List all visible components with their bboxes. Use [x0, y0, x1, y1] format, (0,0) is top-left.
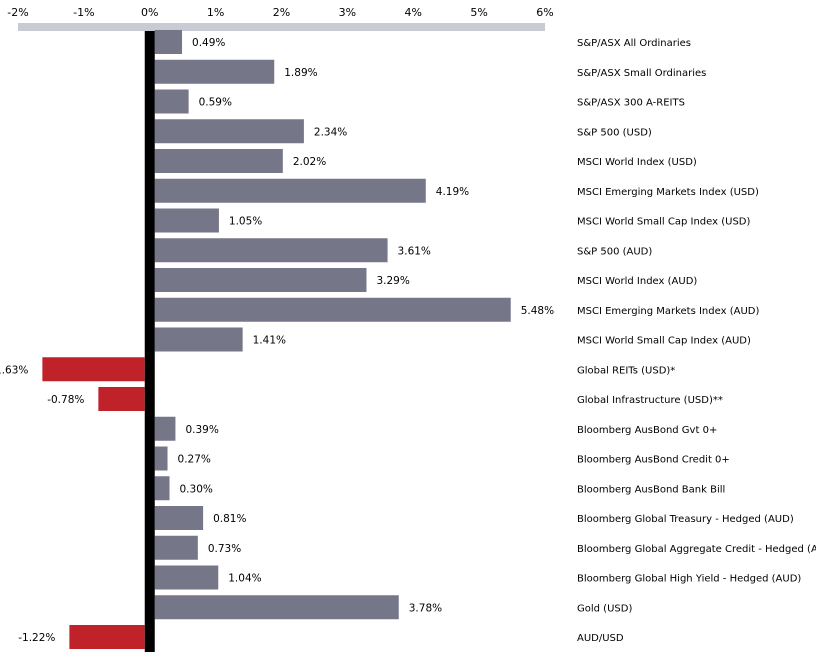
- bar: [154, 297, 511, 322]
- category-label: MSCI World Index (USD): [577, 157, 697, 168]
- x-axis-band: [18, 23, 545, 31]
- bar: [98, 387, 145, 411]
- category-label: S&P 500 (AUD): [577, 246, 652, 257]
- category-label: Bloomberg AusBond Credit 0+: [577, 455, 730, 466]
- data-label: 1.41%: [253, 335, 286, 347]
- category-label: Global REITs (USD)*: [577, 365, 675, 376]
- data-label: 2.34%: [314, 126, 347, 138]
- category-label: Global Infrastructure (USD)**: [577, 395, 723, 406]
- zero-axis-line: [144, 31, 155, 652]
- bar: [154, 238, 388, 263]
- bar: [69, 625, 145, 649]
- data-label: 0.59%: [199, 97, 232, 109]
- data-label: -1.22%: [18, 632, 55, 644]
- bar: [154, 119, 304, 144]
- category-label: S&P/ASX All Ordinaries: [577, 38, 691, 49]
- category-label: MSCI Emerging Markets Index (AUD): [577, 306, 759, 317]
- bar: [154, 268, 367, 292]
- data-label: 1.89%: [284, 67, 317, 79]
- x-tick-label: 0%: [141, 6, 158, 19]
- data-label: 0.30%: [180, 483, 213, 495]
- category-label: MSCI World Small Cap Index (USD): [577, 217, 750, 228]
- data-label: 0.49%: [192, 37, 225, 49]
- bar: [154, 416, 176, 441]
- bar: [154, 59, 275, 84]
- x-tick-label: 5%: [470, 6, 487, 19]
- category-label: MSCI World Small Cap Index (AUD): [577, 336, 751, 347]
- data-label: 1.05%: [229, 216, 262, 228]
- category-label: MSCI Emerging Markets Index (USD): [577, 187, 759, 198]
- category-label: Bloomberg Global High Yield - Hedged (AU…: [577, 574, 801, 585]
- data-label: 0.73%: [208, 543, 241, 555]
- x-tick-label: -2%: [7, 6, 28, 19]
- data-label: 3.61%: [398, 245, 431, 257]
- category-label: Bloomberg Global Aggregate Credit - Hedg…: [577, 544, 816, 555]
- data-label: 2.02%: [293, 156, 326, 168]
- data-label: -1.63%: [0, 364, 28, 376]
- category-label: AUD/USD: [577, 633, 624, 644]
- bar: [154, 327, 243, 352]
- bar: [154, 208, 219, 233]
- bar: [154, 89, 189, 114]
- x-tick-label: 2%: [273, 6, 290, 19]
- data-label: 1.04%: [228, 573, 261, 585]
- bar: [154, 446, 168, 471]
- data-label: 3.29%: [376, 275, 409, 287]
- bar: [154, 149, 283, 173]
- category-label: Bloomberg AusBond Gvt 0+: [577, 425, 717, 436]
- data-label: 3.78%: [409, 602, 442, 614]
- bar: [154, 178, 426, 203]
- bar: [154, 476, 170, 501]
- category-label: MSCI World Index (AUD): [577, 276, 697, 287]
- x-tick-label: 1%: [207, 6, 224, 19]
- category-label: S&P/ASX Small Ordinaries: [577, 68, 706, 79]
- data-label: 5.48%: [521, 305, 554, 317]
- category-label: Bloomberg Global Treasury - Hedged (AUD): [577, 514, 794, 525]
- data-label: 0.81%: [213, 513, 246, 525]
- bar: [154, 535, 198, 560]
- category-label: Gold (USD): [577, 603, 632, 614]
- bar: [154, 565, 219, 590]
- category-label: S&P 500 (USD): [577, 127, 652, 138]
- data-label: 0.27%: [178, 454, 211, 466]
- bar: [154, 506, 204, 530]
- bar: [154, 30, 183, 54]
- x-tick-label: -1%: [73, 6, 94, 19]
- data-label: 4.19%: [436, 186, 469, 198]
- data-label: -0.78%: [47, 394, 84, 406]
- x-tick-label: 4%: [405, 6, 422, 19]
- category-label: Bloomberg AusBond Bank Bill: [577, 484, 725, 495]
- category-label: S&P/ASX 300 A-REITS: [577, 98, 685, 109]
- data-label: 0.39%: [185, 424, 218, 436]
- bar: [154, 595, 399, 620]
- bar: [42, 357, 145, 382]
- x-tick-label: 3%: [339, 6, 356, 19]
- x-tick-label: 6%: [536, 6, 553, 19]
